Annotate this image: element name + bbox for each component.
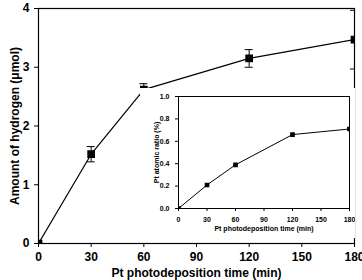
svg-text:0.6: 0.6 (160, 138, 170, 145)
svg-text:3: 3 (23, 60, 30, 74)
svg-text:30: 30 (203, 216, 211, 223)
svg-text:Pt photodeposition time (min): Pt photodeposition time (min) (112, 266, 282, 280)
svg-text:0: 0 (23, 236, 30, 250)
svg-text:2: 2 (23, 119, 30, 133)
svg-text:30: 30 (84, 250, 98, 264)
svg-text:120: 120 (239, 250, 259, 264)
svg-text:150: 150 (292, 250, 312, 264)
svg-text:1.0: 1.0 (160, 93, 170, 100)
svg-text:0: 0 (177, 216, 181, 223)
svg-text:90: 90 (190, 250, 204, 264)
svg-text:60: 60 (232, 216, 240, 223)
svg-text:150: 150 (315, 216, 327, 223)
svg-text:Pt atomic ratio (%): Pt atomic ratio (%) (153, 122, 161, 183)
svg-text:120: 120 (287, 216, 299, 223)
svg-text:0.2: 0.2 (160, 182, 170, 189)
svg-text:180: 180 (344, 216, 355, 223)
svg-text:60: 60 (137, 250, 151, 264)
svg-text:90: 90 (260, 216, 268, 223)
svg-text:0: 0 (35, 250, 42, 264)
svg-text:0.8: 0.8 (160, 115, 170, 122)
svg-text:4: 4 (23, 1, 30, 15)
svg-text:1: 1 (23, 178, 30, 192)
svg-text:0.4: 0.4 (160, 160, 170, 167)
svg-text:Amount of hydrogen (μmol): Amount of hydrogen (μmol) (8, 47, 22, 205)
svg-text:0.0: 0.0 (160, 205, 170, 212)
svg-text:Pt photodeposition time (min): Pt photodeposition time (min) (214, 225, 313, 233)
svg-text:180: 180 (344, 250, 362, 264)
